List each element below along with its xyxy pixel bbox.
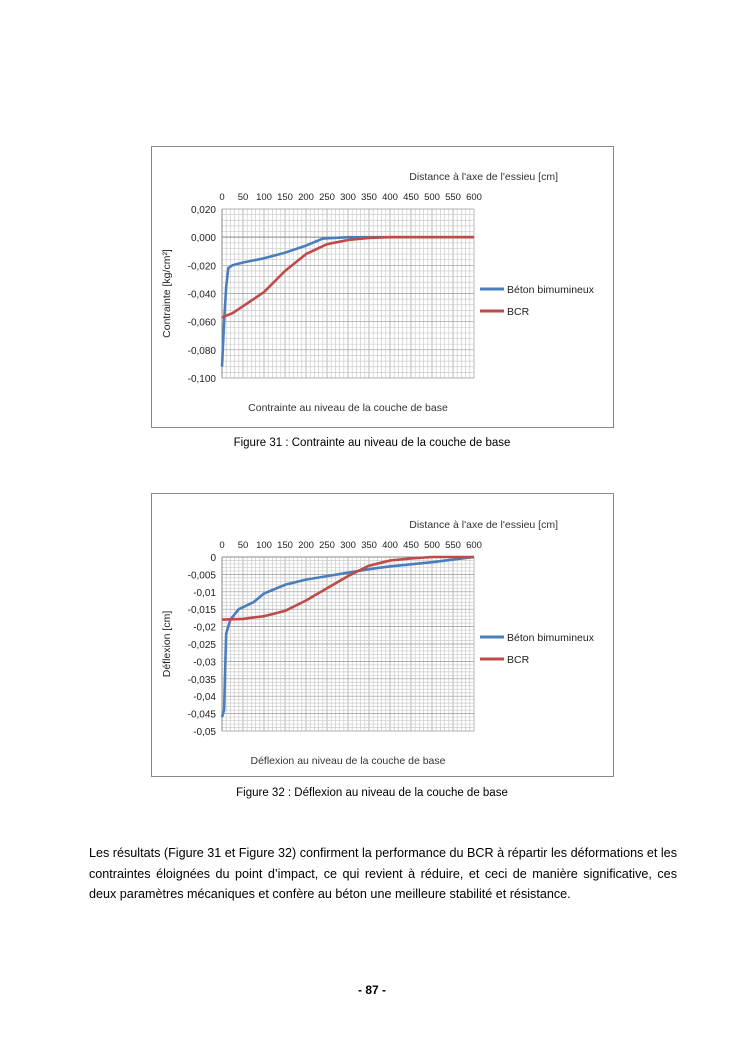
x-tick-label: 0	[219, 192, 224, 203]
legend-label: Béton bimumineux	[507, 632, 595, 644]
y-tick-label: -0,025	[188, 640, 217, 651]
chart-title: Contrainte au niveau de la couche de bas…	[248, 402, 448, 414]
x-tick-label: 0	[219, 540, 224, 551]
y-axis-title: Contrainte [kg/cm²]	[161, 249, 173, 338]
x-tick-label: 250	[319, 192, 335, 203]
x-tick-label: 50	[238, 540, 249, 551]
legend-label: Béton bimumineux	[507, 284, 595, 296]
y-tick-label: -0,080	[188, 346, 217, 357]
y-tick-label: -0,020	[188, 261, 217, 272]
legend-label: BCR	[507, 306, 530, 318]
body-paragraph: Les résultats (Figure 31 et Figure 32) c…	[89, 846, 677, 901]
y-tick-label: -0,01	[193, 588, 216, 599]
y-tick-label: -0,015	[188, 605, 217, 616]
figure-32-caption: Figure 32 : Déflexion au niveau de la co…	[236, 787, 508, 799]
y-tick-label: -0,05	[193, 727, 216, 738]
y-tick-label: -0,02	[193, 623, 216, 634]
x-tick-label: 600	[466, 192, 482, 203]
chart-contrainte-svg: 0 50 100 150 200 250 300 350 400 450 500 550 600 0,02…	[161, 171, 595, 414]
y-tick-label: -0,035	[188, 675, 217, 686]
series-line-beton-bitumineux	[220, 235, 474, 367]
x-tick-label: 300	[340, 192, 356, 203]
y-axis-title: Déflexion [cm]	[161, 611, 173, 678]
y-tick-label: -0,045	[188, 710, 217, 721]
y-tick-label: 0,000	[191, 233, 216, 244]
x-tick-label: 600	[466, 540, 482, 551]
x-tick-label: 50	[238, 192, 249, 203]
legend-label: BCR	[507, 654, 530, 666]
x-tick-label: 450	[403, 540, 419, 551]
x-tick-label: 150	[277, 192, 293, 203]
y-tick-label: 0	[210, 553, 216, 564]
chart-contrainte: 0 50 100 150 200 250 300 350 400 450 500 550 600 0,02…	[151, 146, 614, 428]
x-tick-label: 500	[424, 192, 440, 203]
x-tick-label: 100	[256, 192, 272, 203]
x-tick-label: 550	[445, 192, 461, 203]
y-tick-label: -0,03	[193, 657, 216, 668]
x-tick-label: 550	[445, 540, 461, 551]
x-tick-label: 100	[256, 540, 272, 551]
series-line-beton-bitumineux	[220, 555, 475, 718]
x-tick-label: 350	[361, 192, 377, 203]
chart-deflexion-svg: 0 50 100 150 200 250 300 350 400 450 500 550 600 0 -0,…	[161, 519, 595, 767]
x-tick-label: 200	[298, 192, 314, 203]
y-tick-label: -0,060	[188, 318, 217, 329]
x-tick-label: 300	[340, 540, 356, 551]
x-tick-label: 350	[361, 540, 377, 551]
y-tick-label: -0,04	[193, 692, 216, 703]
x-tick-label: 450	[403, 192, 419, 203]
x-axis-title: Distance à l'axe de l'essieu [cm]	[409, 171, 558, 183]
x-tick-label: 250	[319, 540, 335, 551]
x-tick-label: 400	[382, 540, 398, 551]
figure-31-caption: Figure 31 : Contrainte au niveau de la c…	[233, 437, 511, 449]
x-tick-label: 400	[382, 192, 398, 203]
x-tick-label: 200	[298, 540, 314, 551]
chart-deflexion: 0 50 100 150 200 250 300 350 400 450 500 550 600 0 -0,…	[151, 493, 614, 777]
x-tick-label: 500	[424, 540, 440, 551]
y-tick-label: -0,040	[188, 290, 217, 301]
y-tick-label: -0,005	[188, 570, 217, 581]
x-tick-label: 150	[277, 540, 293, 551]
y-tick-label: 0,020	[191, 205, 216, 216]
chart-title: Déflexion au niveau de la couche de base	[251, 755, 446, 767]
x-axis-title: Distance à l'axe de l'essieu [cm]	[409, 519, 558, 531]
series-line-bcr	[221, 235, 474, 319]
page-number: - 87 -	[357, 983, 386, 997]
y-tick-label: -0,100	[188, 374, 217, 385]
series-line-bcr	[221, 555, 474, 621]
